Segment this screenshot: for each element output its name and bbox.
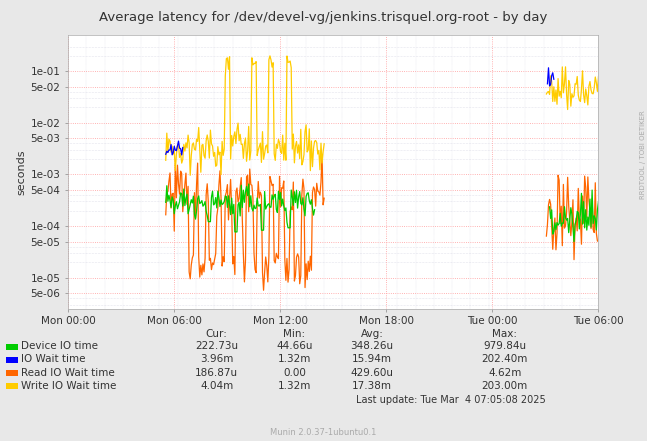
Text: 203.00m: 203.00m bbox=[481, 381, 528, 391]
Text: 186.87u: 186.87u bbox=[195, 368, 238, 377]
Text: IO Wait time: IO Wait time bbox=[21, 355, 86, 364]
Text: Average latency for /dev/devel-vg/jenkins.trisquel.org-root - by day: Average latency for /dev/devel-vg/jenkin… bbox=[99, 11, 548, 24]
Text: Min:: Min: bbox=[283, 329, 305, 339]
Text: Max:: Max: bbox=[492, 329, 517, 339]
Text: 0.00: 0.00 bbox=[283, 368, 306, 377]
Text: 979.84u: 979.84u bbox=[483, 341, 526, 351]
Text: RRDTOOL / TOBI OETIKER: RRDTOOL / TOBI OETIKER bbox=[640, 110, 646, 199]
Text: 44.66u: 44.66u bbox=[276, 341, 313, 351]
Text: 4.62m: 4.62m bbox=[488, 368, 521, 377]
Text: Read IO Wait time: Read IO Wait time bbox=[21, 368, 115, 377]
Text: Avg:: Avg: bbox=[360, 329, 384, 339]
Text: 3.96m: 3.96m bbox=[200, 355, 234, 364]
Text: Cur:: Cur: bbox=[206, 329, 228, 339]
Text: 4.04m: 4.04m bbox=[200, 381, 234, 391]
Text: 1.32m: 1.32m bbox=[278, 355, 311, 364]
Text: 348.26u: 348.26u bbox=[351, 341, 393, 351]
Text: 429.60u: 429.60u bbox=[351, 368, 393, 377]
Text: 222.73u: 222.73u bbox=[195, 341, 238, 351]
Text: Write IO Wait time: Write IO Wait time bbox=[21, 381, 116, 391]
Text: 15.94m: 15.94m bbox=[352, 355, 392, 364]
Text: Last update: Tue Mar  4 07:05:08 2025: Last update: Tue Mar 4 07:05:08 2025 bbox=[356, 396, 545, 405]
Text: Munin 2.0.37-1ubuntu0.1: Munin 2.0.37-1ubuntu0.1 bbox=[270, 428, 377, 437]
Text: 1.32m: 1.32m bbox=[278, 381, 311, 391]
Y-axis label: seconds: seconds bbox=[16, 149, 27, 195]
Text: 202.40m: 202.40m bbox=[481, 355, 528, 364]
Text: Device IO time: Device IO time bbox=[21, 341, 98, 351]
Text: 17.38m: 17.38m bbox=[352, 381, 392, 391]
